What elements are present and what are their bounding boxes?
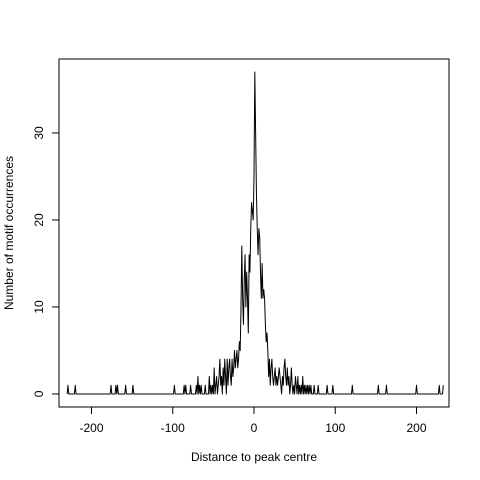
y-axis-title: Number of motif occurrences	[2, 156, 16, 310]
x-axis-title: Distance to peak centre	[191, 450, 317, 464]
y-axis: 0 10 20 30	[32, 126, 60, 397]
y-tick-label: 20	[32, 213, 46, 227]
x-axis: -200 -100 0 100 200	[79, 406, 427, 435]
y-tick-label: 0	[32, 390, 46, 397]
series-group	[66, 71, 444, 395]
x-tick-label: 100	[325, 421, 345, 435]
y-tick-label: 30	[32, 126, 46, 140]
x-tick-label: -200	[79, 421, 103, 435]
x-tick-label: 200	[406, 421, 426, 435]
series-line	[66, 71, 444, 395]
y-tick-label: 10	[32, 300, 46, 314]
x-tick-label: -100	[161, 421, 185, 435]
x-tick-label: 0	[251, 421, 258, 435]
